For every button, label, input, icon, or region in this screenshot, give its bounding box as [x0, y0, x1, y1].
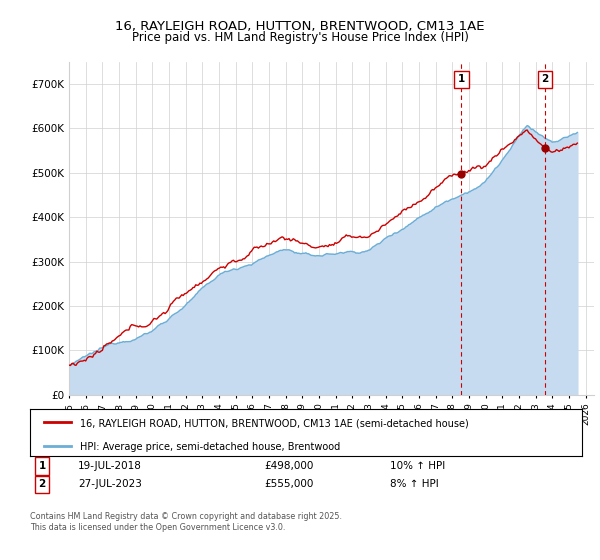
Text: Price paid vs. HM Land Registry's House Price Index (HPI): Price paid vs. HM Land Registry's House … [131, 31, 469, 44]
Text: £555,000: £555,000 [264, 479, 313, 489]
Text: 16, RAYLEIGH ROAD, HUTTON, BRENTWOOD, CM13 1AE (semi-detached house): 16, RAYLEIGH ROAD, HUTTON, BRENTWOOD, CM… [80, 418, 469, 428]
Text: 8% ↑ HPI: 8% ↑ HPI [390, 479, 439, 489]
Text: 16, RAYLEIGH ROAD, HUTTON, BRENTWOOD, CM13 1AE: 16, RAYLEIGH ROAD, HUTTON, BRENTWOOD, CM… [115, 20, 485, 32]
Text: 2: 2 [38, 479, 46, 489]
Text: £498,000: £498,000 [264, 461, 313, 471]
Text: 2: 2 [542, 74, 549, 85]
Text: 1: 1 [458, 74, 465, 85]
Text: HPI: Average price, semi-detached house, Brentwood: HPI: Average price, semi-detached house,… [80, 442, 340, 452]
Text: 27-JUL-2023: 27-JUL-2023 [78, 479, 142, 489]
Text: Contains HM Land Registry data © Crown copyright and database right 2025.
This d: Contains HM Land Registry data © Crown c… [30, 512, 342, 532]
Text: 19-JUL-2018: 19-JUL-2018 [78, 461, 142, 471]
Text: 10% ↑ HPI: 10% ↑ HPI [390, 461, 445, 471]
Text: 1: 1 [38, 461, 46, 471]
